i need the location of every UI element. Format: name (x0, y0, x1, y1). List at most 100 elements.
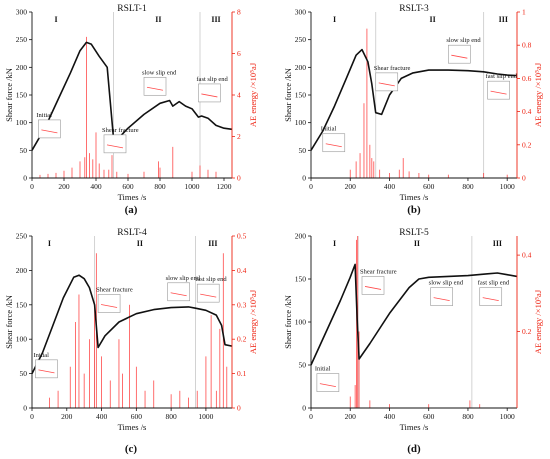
y-tick-label: 300 (16, 8, 28, 17)
y2-axis-label: AE energy /×10⁵aJ (533, 289, 543, 354)
y-tick-label: 150 (295, 275, 307, 284)
y2-tick-label: 4 (237, 91, 241, 100)
annotation-inset (448, 44, 471, 64)
annotation-label: Shear fracture (96, 286, 133, 293)
y2-tick-label: 0.5 (237, 232, 247, 241)
y-tick-label: 200 (16, 63, 28, 72)
shear-force-line (31, 41, 233, 151)
annotation-inset-trace (482, 297, 499, 301)
chart-panel-a: Initial Shear fracture slow slip end fast s… (4, 4, 258, 216)
x-tick-label: 0 (30, 412, 34, 421)
y2-tick-label: 8 (237, 8, 241, 17)
y2-tick-label: 0.2 (522, 140, 532, 149)
x-tick-label: 800 (462, 412, 474, 421)
y2-tick-label: 0.4 (522, 107, 532, 116)
y-axis-label: Shear force /kN (4, 295, 14, 349)
y2-axis-label: AE energy /×10⁵aJ (533, 62, 543, 127)
x-tick-label: 1200 (217, 182, 232, 191)
y2-tick-label: 6 (237, 49, 241, 58)
phase-label: II (155, 15, 161, 24)
annotation-label: slow slip end (446, 37, 481, 44)
y2-tick-label: 0 (237, 174, 241, 183)
phase-label: III (211, 15, 220, 24)
x-tick-label: 600 (423, 182, 435, 191)
x-tick-label: 400 (96, 412, 108, 421)
x-tick-label: 1000 (185, 182, 200, 191)
y-tick-label: 50 (20, 369, 28, 378)
x-axis-label: Times /s (118, 422, 147, 432)
y-tick-label: 50 (20, 146, 28, 155)
annotation-label: Initial (321, 126, 337, 133)
shear-force-line (310, 48, 518, 151)
y-tick-label: 0 (302, 404, 306, 413)
annotation-inset-trace (200, 293, 217, 298)
annotation-inset (316, 373, 340, 392)
x-tick-label: 800 (462, 182, 474, 191)
y-tick-label: 100 (295, 318, 307, 327)
annotation-label: fast slip end (486, 73, 518, 80)
y2-tick-label: 0.2 (237, 335, 247, 344)
annotation-inset (430, 287, 453, 306)
annotation-inset-trace (38, 369, 55, 374)
phase-label: I (54, 15, 57, 24)
annotation-inset-trace (378, 82, 395, 87)
phase-label: I (48, 239, 51, 248)
annotation-inset-trace (101, 304, 118, 308)
y-tick-label: 50 (299, 146, 307, 155)
phase-label: II (137, 239, 143, 248)
y2-tick-label: 0 (237, 404, 241, 413)
y-tick-label: 100 (295, 118, 307, 127)
chart-panel-b: Initial Shear fracture slow slip end fast s… (283, 4, 543, 216)
annotation-inset (103, 134, 127, 154)
y-tick-label: 200 (295, 232, 307, 241)
panel-caption: (b) (407, 204, 421, 216)
panel-caption: (a) (125, 204, 138, 216)
annotation-label: fast slip end (195, 276, 227, 283)
chart-title: RSLT-3 (399, 4, 429, 14)
x-tick-label: 400 (90, 182, 102, 191)
annotation-inset (479, 287, 503, 306)
phase-label: I (333, 15, 336, 24)
chart-title: RSLT-5 (399, 228, 429, 238)
y-tick-label: 200 (295, 63, 307, 72)
y-tick-label: 250 (16, 35, 28, 44)
x-tick-label: 200 (58, 182, 70, 191)
annotation-inset-trace (41, 129, 58, 134)
x-tick-label: 200 (345, 182, 357, 191)
annotation-inset (38, 119, 61, 139)
phase-label: II (414, 239, 420, 248)
y2-tick-label: 1 (522, 8, 526, 17)
x-tick-label: 0 (309, 182, 313, 191)
y2-tick-label: 2 (237, 132, 241, 141)
x-tick-label: 400 (384, 412, 396, 421)
annotation-label: slow slip end (142, 69, 177, 76)
x-tick-label: 1000 (500, 182, 515, 191)
x-tick-label: 1000 (500, 412, 515, 421)
x-tick-label: 600 (423, 412, 435, 421)
annotation-inset (322, 133, 346, 153)
annotation-inset (97, 294, 121, 313)
x-axis-label: Times /s (400, 192, 429, 202)
annotation-inset-trace (170, 292, 187, 297)
x-tick-label: 800 (154, 182, 166, 191)
annotation-inset (487, 80, 510, 100)
annotation-inset (167, 282, 190, 302)
y-tick-label: 0 (23, 174, 27, 183)
y-tick-label: 300 (295, 8, 307, 17)
annotation-inset-trace (490, 90, 507, 95)
y2-tick-label: 0.2 (522, 327, 532, 336)
y2-tick-label: 0.8 (522, 41, 532, 50)
y-tick-label: 250 (16, 232, 28, 241)
annotation-label: slow slip end (429, 280, 464, 287)
y2-tick-label: 0.3 (237, 300, 247, 309)
y2-tick-label: 0.4 (522, 251, 532, 260)
annotation-label: fast slip end (478, 280, 510, 287)
y-tick-label: 250 (295, 35, 307, 44)
x-tick-label: 400 (384, 182, 396, 191)
y-tick-label: 100 (16, 335, 28, 344)
y-axis-label: Shear force /kN (4, 68, 14, 122)
panel-caption: (c) (125, 443, 138, 455)
annotation-inset-trace (433, 297, 450, 301)
